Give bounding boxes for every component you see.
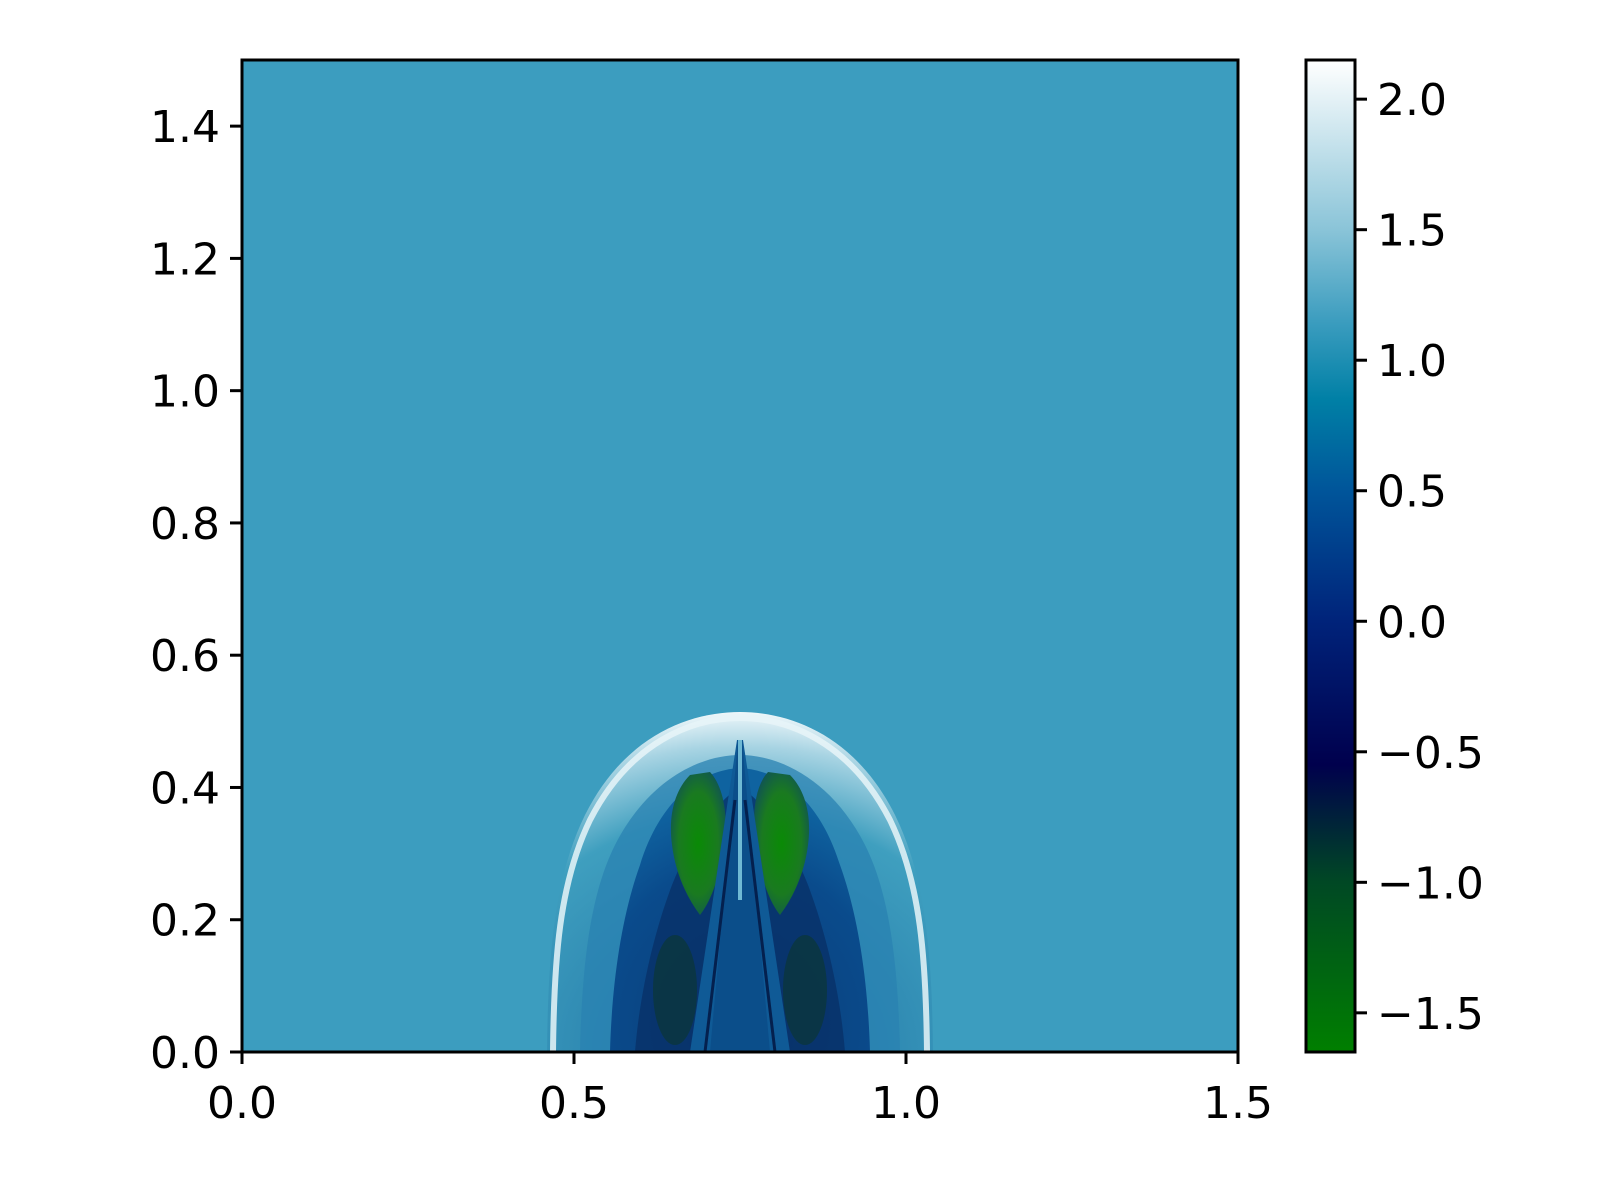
colorbar-frame (1304, 58, 1357, 1054)
colorbar-tick-label: 0.5 (1377, 467, 1447, 518)
plot-area (240, 58, 1240, 1054)
x-tick-label: 1.5 (1203, 1078, 1273, 1129)
y-tick-label: 0.2 (150, 896, 220, 947)
colorbar-tick-label: 1.0 (1377, 336, 1447, 387)
shock-rim (550, 714, 930, 1052)
colorbar-tick-label: 1.5 (1377, 206, 1447, 257)
y-tick-label: 1.0 (150, 367, 220, 418)
y-tick-label: 0.4 (150, 763, 220, 814)
colorbar-tick-label: −0.5 (1377, 728, 1484, 779)
y-tick-label: 1.4 (150, 102, 220, 153)
colorbar: 2.0 1.5 1.0 0.5 0.0 −0.5 −1.0 −1.5 (1304, 58, 1484, 1054)
jet-edge-right (743, 799, 777, 1052)
colorbar-tick-label: −1.0 (1377, 858, 1484, 909)
colorbar-tick-label: −1.5 (1377, 989, 1484, 1040)
y-tick-label: 0.6 (150, 631, 220, 682)
x-axis: 0.0 0.5 1.0 1.5 (207, 1052, 1273, 1129)
y-axis: 0.0 0.2 0.4 0.6 0.8 1.0 1.2 1.4 (150, 102, 242, 1079)
low-value-lobe-right (754, 772, 810, 915)
plot-frame (240, 58, 1240, 1054)
jet-edge-left (703, 799, 737, 1052)
x-tick-label: 0.0 (207, 1078, 277, 1129)
heatmap-field (547, 712, 933, 1052)
dark-lobe-lower-right (783, 935, 827, 1045)
colorbar-tick-label: 2.0 (1377, 75, 1447, 126)
x-tick-label: 1.0 (871, 1078, 941, 1129)
dark-lobe-lower-left (653, 935, 697, 1045)
colorbar-tick-label: 0.0 (1377, 597, 1447, 648)
low-value-lobe-left (670, 772, 726, 915)
y-tick-label: 0.0 (150, 1028, 220, 1079)
x-tick-label: 0.5 (539, 1078, 609, 1129)
y-tick-label: 0.8 (150, 499, 220, 550)
y-tick-label: 1.2 (150, 234, 220, 285)
colorbar-ticks: 2.0 1.5 1.0 0.5 0.0 −0.5 −1.0 −1.5 (1355, 75, 1484, 1040)
colorbar-gradient (1306, 60, 1355, 1052)
